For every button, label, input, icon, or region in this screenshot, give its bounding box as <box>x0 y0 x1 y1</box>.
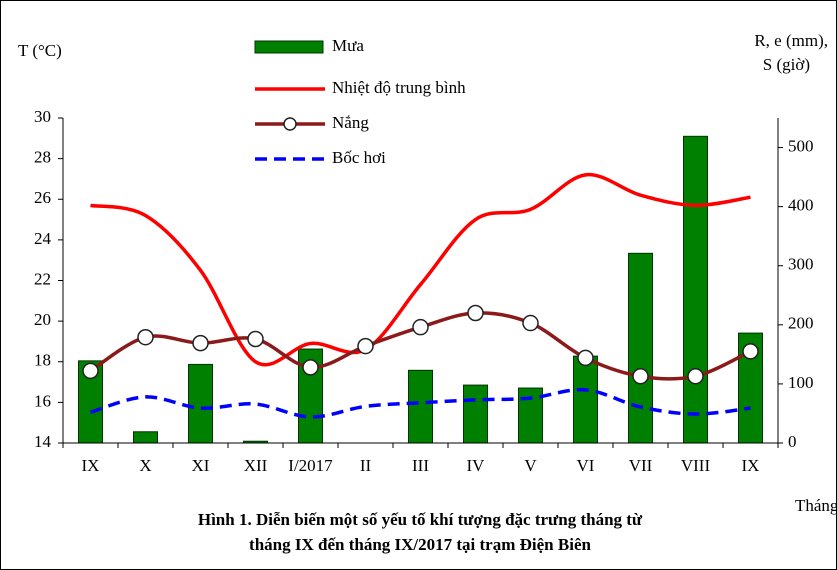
line <box>89 387 751 419</box>
x-tick-label: IX <box>742 456 760 475</box>
x-tick-label: II <box>360 456 372 475</box>
y2-tick-label: 100 <box>788 373 814 392</box>
y2-tick-label: 200 <box>788 314 814 333</box>
y-tick-label: 18 <box>34 351 51 370</box>
y-tick-label: 24 <box>34 229 52 248</box>
legend-label: Nắng <box>332 113 369 132</box>
caption: Hình 1. Diễn biến một số yếu tố khí tượn… <box>198 510 643 529</box>
bar <box>518 387 543 444</box>
caption: tháng IX đến tháng IX/2017 tại trạm Điện… <box>249 535 591 554</box>
y2-tick-label: 300 <box>788 255 814 274</box>
marker <box>82 362 99 380</box>
marker <box>632 367 649 385</box>
legend-label: Mưa <box>332 36 364 55</box>
y2-axis-label: R, e (mm), <box>754 31 828 50</box>
bar <box>133 431 158 444</box>
bar <box>408 369 433 444</box>
marker <box>247 330 264 348</box>
bar <box>628 252 653 444</box>
x-tick-label: VII <box>629 456 653 475</box>
y-tick-label: 20 <box>34 310 51 329</box>
x-tick-label: VIII <box>681 456 711 475</box>
line <box>90 173 751 367</box>
x-tick-label: XII <box>244 456 268 475</box>
marker <box>467 304 484 322</box>
bar <box>188 363 213 444</box>
bar <box>463 384 488 444</box>
bar <box>683 135 708 444</box>
marker <box>577 349 594 367</box>
legend-label: Bốc hơi <box>332 148 386 167</box>
legend-label: Nhiệt độ trung bình <box>332 78 466 97</box>
y-tick-label: 28 <box>34 148 51 167</box>
y-tick-label: 22 <box>34 269 51 288</box>
y-tick-label: 30 <box>34 107 51 126</box>
y2-tick-label: 0 <box>788 432 797 451</box>
marker <box>137 328 154 346</box>
x-tick-label: VI <box>577 456 595 475</box>
x-tick-label: IV <box>467 456 486 475</box>
x-tick-label: III <box>412 456 429 475</box>
marker <box>412 318 429 336</box>
x-tick-label: I/2017 <box>288 456 333 475</box>
x-tick-label: IX <box>82 456 100 475</box>
legend-marker <box>283 117 297 131</box>
y-axis-label: T (°C) <box>18 41 62 60</box>
x-tick-label: XI <box>192 456 210 475</box>
marker <box>302 359 319 376</box>
marker <box>192 334 209 352</box>
x-tick-label: V <box>524 456 537 475</box>
y2-tick-label: 400 <box>788 196 814 215</box>
x-axis-label: Tháng <box>795 496 837 515</box>
x-tick-label: X <box>139 456 151 475</box>
y-tick-label: 16 <box>34 391 51 410</box>
marker <box>687 367 704 385</box>
bar <box>573 355 598 444</box>
marker <box>522 314 539 332</box>
y-tick-label: 14 <box>34 432 52 451</box>
legend-swatch <box>254 40 324 54</box>
marker <box>357 337 374 355</box>
marker <box>742 343 759 360</box>
y2-tick-label: 500 <box>788 136 814 155</box>
y2-axis-label: S (giờ) <box>763 55 810 74</box>
y-tick-label: 26 <box>34 188 51 207</box>
